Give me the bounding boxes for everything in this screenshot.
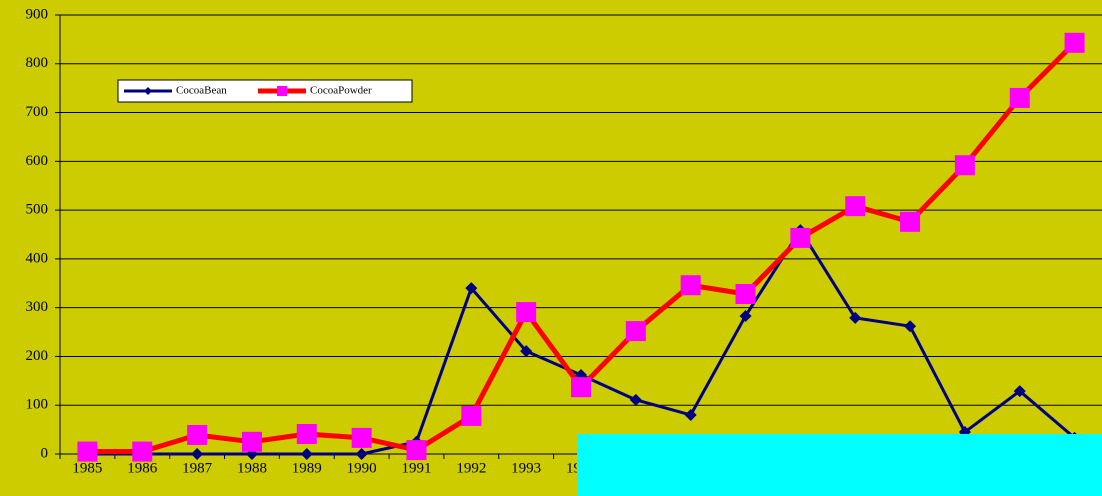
x-tick-label: 1992 (456, 460, 486, 476)
legend-label: CocoaBean (176, 85, 227, 97)
marker (904, 320, 917, 333)
y-tick-label: 600 (26, 153, 49, 169)
x-tick-label: 1993 (511, 460, 541, 476)
marker (461, 405, 482, 426)
x-tick-label: 1987 (182, 460, 213, 476)
marker (735, 284, 756, 305)
y-tick-label: 300 (26, 299, 49, 315)
marker (571, 377, 591, 398)
marker (680, 275, 701, 296)
marker (351, 427, 372, 448)
x-tick-label: 1991 (401, 460, 431, 476)
marker (191, 448, 204, 460)
marker (845, 196, 866, 217)
x-tick-label: 1985 (72, 460, 102, 476)
marker (77, 441, 98, 462)
marker (1009, 87, 1030, 108)
legend-marker (277, 86, 287, 96)
y-tick-label: 200 (26, 348, 49, 364)
y-tick-label: 900 (26, 6, 49, 22)
y-tick-label: 700 (26, 104, 49, 120)
marker (849, 311, 862, 324)
legend-label: CocoaPowder (310, 85, 372, 97)
y-tick-label: 800 (26, 55, 49, 71)
marker (790, 227, 811, 248)
marker (1064, 32, 1085, 53)
marker (900, 211, 921, 232)
legend-marker (144, 87, 152, 95)
marker (300, 448, 313, 460)
x-tick-label: 1989 (292, 460, 322, 476)
marker (1013, 385, 1026, 398)
marker (187, 424, 208, 445)
marker (684, 408, 697, 421)
x-tick-label: 1986 (127, 460, 158, 476)
marker (520, 345, 533, 358)
x-tick-label: 1990 (347, 460, 377, 476)
marker (241, 431, 262, 452)
occluder (577, 434, 1102, 496)
marker (355, 448, 368, 460)
marker (629, 393, 642, 406)
y-tick-label: 100 (26, 397, 49, 413)
x-tick-label: 1988 (237, 460, 267, 476)
y-tick-label: 500 (26, 202, 49, 218)
marker (406, 440, 427, 461)
y-tick-label: 400 (26, 250, 49, 266)
legend: CocoaBean CocoaPowder (117, 79, 413, 103)
marker (296, 424, 317, 445)
marker (516, 302, 537, 323)
marker (739, 309, 752, 322)
marker (465, 282, 478, 295)
marker (132, 441, 153, 462)
marker (625, 321, 646, 342)
marker (954, 155, 975, 176)
y-tick-label: 0 (41, 445, 49, 461)
